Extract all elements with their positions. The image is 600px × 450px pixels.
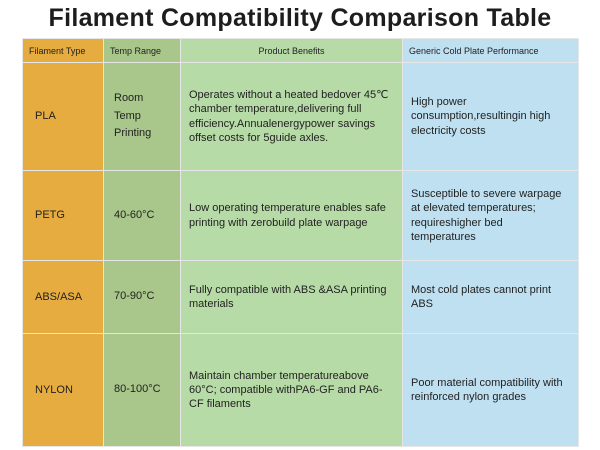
table-cell: NYLON xyxy=(22,333,104,447)
header-row: Filament Type Temp Range Product Benefits G… xyxy=(22,38,579,63)
table-cell: PLA xyxy=(22,62,104,171)
table-row: PETG 40-60°C Low operating temperature ena… xyxy=(22,170,579,261)
header-cell: Temp Range xyxy=(103,38,181,63)
table-cell: Operates without a heated bedover 45℃ ch… xyxy=(180,62,403,171)
table-cell: PETG xyxy=(22,170,104,261)
table-row: PLA Room Temp Printing Operates without a … xyxy=(22,62,579,171)
header-cell: Product Benefits xyxy=(180,38,403,63)
table-cell: Low operating temperature enables safe p… xyxy=(180,170,403,261)
table-cell: 40-60°C xyxy=(103,170,181,261)
header-cell: Generic Cold Plate Performance xyxy=(402,38,579,63)
title: Filament Compatibility Comparison Table xyxy=(48,4,552,32)
table-cell: 70-90°C xyxy=(103,260,181,334)
table-cell: High power consumption,resultingin high … xyxy=(402,62,579,171)
comparison-table: Filament Type Temp Range Product Benefits G… xyxy=(22,38,579,447)
table-cell: Most cold plates cannot print ABS xyxy=(402,260,579,334)
table-cell: Susceptible to severe warpage at elevate… xyxy=(402,170,579,261)
table-row: ABS/ASA 70-90°C Fully compatible with ABS … xyxy=(22,260,579,334)
table-body: PLA Room Temp Printing Operates without a … xyxy=(22,62,579,447)
header-cell: Filament Type xyxy=(22,38,104,63)
table-cell: Fully compatible with ABS &ASA printing … xyxy=(180,260,403,334)
table-cell: 80-100°C xyxy=(103,333,181,447)
table-row: NYLON 80-100°C Maintain chamber temperatur… xyxy=(22,333,579,447)
table-head: Filament Type Temp Range Product Benefits G… xyxy=(22,38,579,63)
table-cell: Maintain chamber temperatureabove 60°C; … xyxy=(180,333,403,447)
table-cell: Poor material compatibility with reinfor… xyxy=(402,333,579,447)
table-cell: Room Temp Printing xyxy=(103,62,181,171)
table-cell: ABS/ASA xyxy=(22,260,104,334)
